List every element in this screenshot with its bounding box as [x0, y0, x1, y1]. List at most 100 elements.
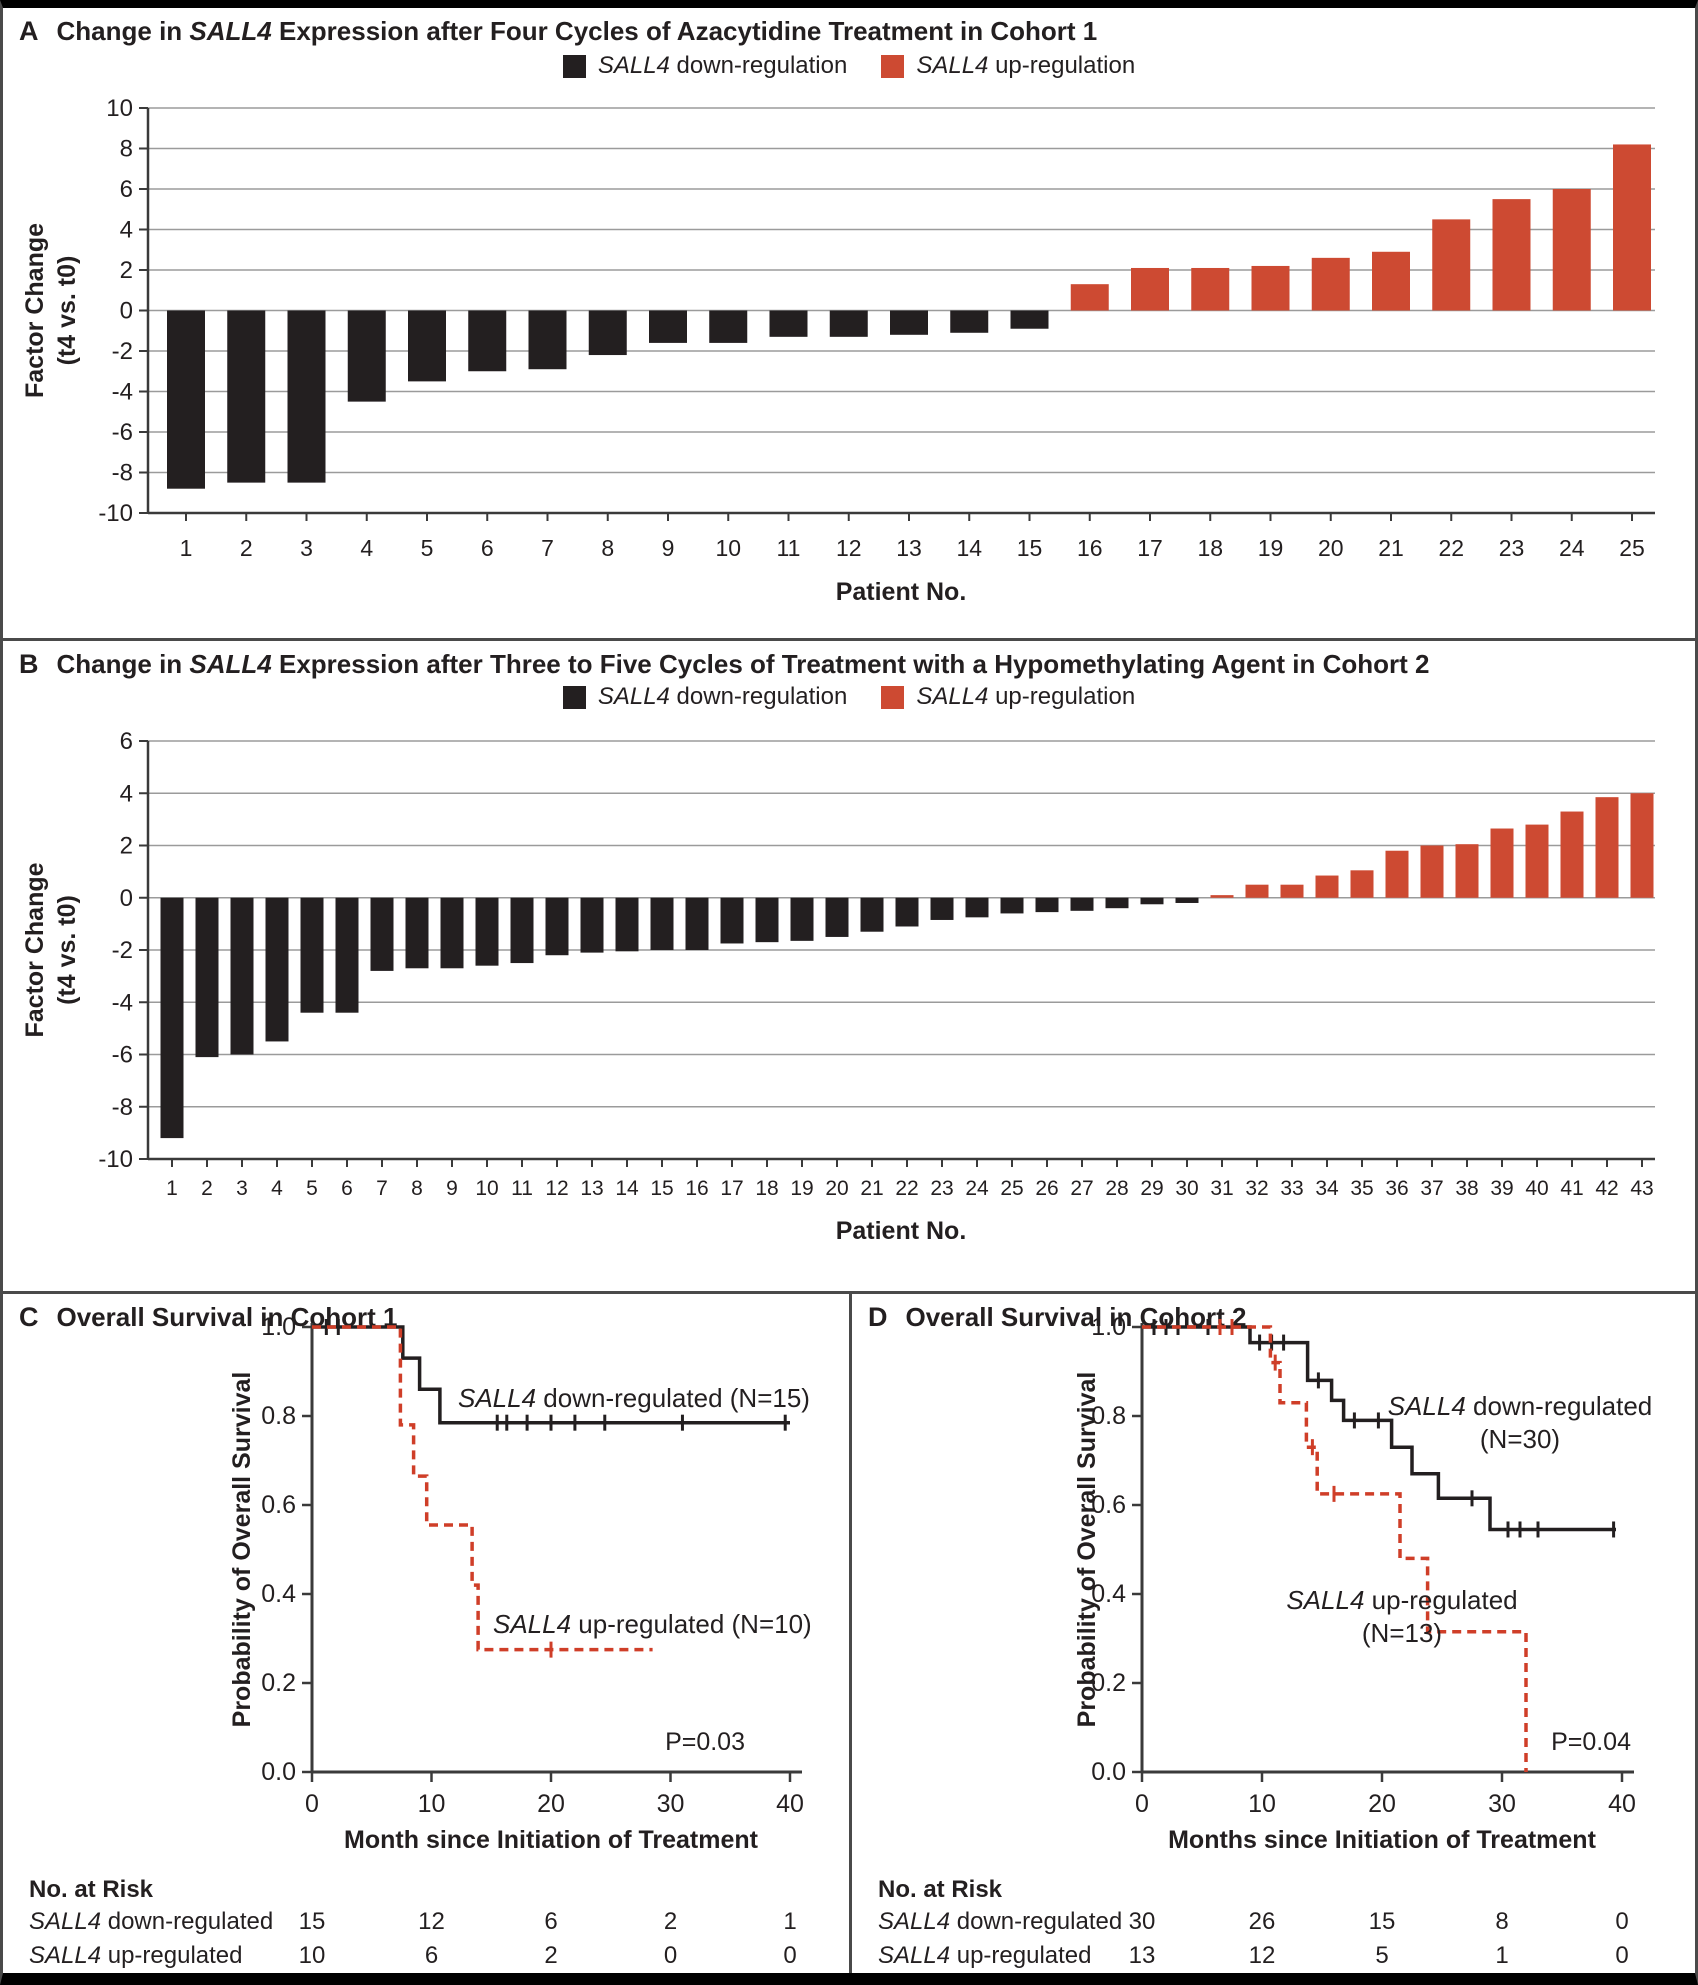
patient-bar: [370, 897, 394, 971]
patient-bar: [895, 897, 919, 927]
patient-bar: [685, 897, 709, 950]
risk-count: 2: [544, 1942, 558, 1969]
patient-bar: [965, 897, 989, 918]
label: 0.2: [261, 1669, 296, 1697]
panel-title-text: Change in SALL4 Expression after Three t…: [56, 649, 1430, 679]
label: 39: [1490, 1177, 1513, 1200]
label: 2: [201, 1177, 213, 1200]
patient-bar: [347, 310, 386, 402]
y-axis-title: Probability of Overall Survival: [228, 1372, 256, 1728]
km-curve-cohort1: 1.0 0.8 0.6 0.4 0.2 0.0 0 10 20 30 40 Month since I…: [228, 1313, 804, 1854]
label: 9: [662, 535, 675, 561]
label: 40: [776, 1790, 804, 1818]
label: 38: [1455, 1177, 1478, 1200]
patient-bar: [1552, 189, 1591, 311]
patient-bar: [287, 310, 326, 483]
risk-count: 1: [1495, 1942, 1509, 1969]
risk-count: 0: [1615, 1942, 1629, 1969]
risk-count: 2: [663, 1908, 678, 1935]
panel-b-bar-chart: B Change in SALL4 Expression after Three …: [3, 641, 1695, 1291]
legend-item-up: SALL4 up-regulation: [881, 683, 1135, 711]
patient-bar: [580, 897, 604, 953]
label: 21: [1378, 535, 1404, 561]
label: 0.8: [1091, 1402, 1126, 1430]
label: -10: [98, 500, 133, 527]
label: 30: [1488, 1790, 1516, 1818]
risk-count: 10: [298, 1942, 326, 1969]
patient-bar: [1010, 310, 1049, 329]
label: 6: [341, 1177, 353, 1200]
panel-b-title: B Change in SALL4 Expression after Three …: [19, 649, 1429, 680]
label: 11: [511, 1177, 533, 1200]
risk-count: 30: [1128, 1908, 1156, 1935]
label: 7: [376, 1177, 388, 1200]
label: 30: [1175, 1177, 1198, 1200]
y-axis-title: (t4 vs. t0): [53, 256, 81, 366]
risk-count: 15: [1368, 1908, 1396, 1935]
label: 4: [120, 780, 133, 807]
patient-bar: [615, 897, 639, 952]
y-axis-title: Probability of Overall Survival: [1073, 1372, 1101, 1728]
label: 11: [777, 535, 801, 561]
label: 14: [956, 535, 982, 561]
patient-bar: [890, 310, 928, 335]
patient-bar: [408, 310, 446, 382]
label: 26: [1035, 1177, 1058, 1200]
label: 30: [657, 1790, 685, 1818]
patient-bar: [230, 897, 254, 1055]
risk-count: 26: [1248, 1908, 1276, 1935]
curve-label: SALL4 down-regulated (N=30): [1387, 1391, 1653, 1454]
risk-count: 12: [1248, 1942, 1276, 1969]
label: 0.8: [261, 1402, 296, 1430]
patient-bar: [755, 897, 779, 943]
label: 12: [545, 1177, 568, 1200]
panel-divider: [849, 1294, 852, 1973]
patient-bar: [1280, 884, 1304, 898]
label: 35: [1350, 1177, 1373, 1200]
risk-count: 6: [424, 1942, 439, 1969]
risk-row-label: SALL4 up-regulated: [29, 1942, 243, 1969]
label: 40: [1525, 1177, 1548, 1200]
label: 0: [1135, 1790, 1149, 1818]
panel-title-text: Change in SALL4 Expression after Four Cy…: [56, 16, 1098, 46]
km-curve-down-regulated: [1142, 1325, 1616, 1532]
patient-bar: [227, 310, 266, 483]
label: 2: [120, 833, 133, 860]
label: 10: [418, 1790, 446, 1818]
label: 43: [1630, 1177, 1653, 1200]
label: 1: [180, 535, 193, 561]
label: 17: [1137, 535, 1163, 561]
risk-table-heading: No. at Risk: [878, 1876, 1003, 1903]
label: 25: [1000, 1177, 1023, 1200]
legend-label-up: SALL4 up-regulation: [916, 683, 1136, 710]
patient-bar: [1131, 267, 1169, 311]
patient-bar: [1455, 844, 1479, 898]
label: 20: [537, 1790, 565, 1818]
label: 1.0: [261, 1313, 296, 1341]
label: 0.4: [261, 1580, 296, 1608]
patient-bar: [1251, 265, 1290, 311]
patient-bar: [1311, 257, 1350, 311]
label: 6: [120, 728, 133, 755]
km-curve-up-regulated: [312, 1325, 653, 1652]
legend-panel-b: SALL4 down-regulation SALL4 up-regulatio…: [3, 683, 1695, 711]
label: -8: [112, 1094, 133, 1121]
patient-bar: [1560, 811, 1584, 898]
label: 20: [825, 1177, 848, 1200]
label: 13: [580, 1177, 603, 1200]
label: 0.4: [1091, 1580, 1126, 1608]
label: 27: [1070, 1177, 1093, 1200]
legend-label-down: SALL4 down-regulation: [597, 683, 848, 710]
legend-item-down: SALL4 down-regulation: [562, 683, 848, 711]
label: 15: [650, 1177, 673, 1200]
km-curve-down-regulated: [312, 1325, 790, 1425]
label: 0.6: [1091, 1491, 1126, 1519]
panel-letter: B: [19, 649, 39, 679]
label: 23: [930, 1177, 953, 1200]
label: 29: [1140, 1177, 1163, 1200]
patient-bar: [300, 897, 324, 1013]
panel-d-km-plot: D Overall Survival in Cohort 2 1.0 0.8 0.6 0…: [852, 1294, 1695, 1973]
patient-bar: [720, 897, 744, 944]
up-regulation-swatch-icon: [881, 685, 905, 709]
patient-bar: [1140, 897, 1164, 905]
